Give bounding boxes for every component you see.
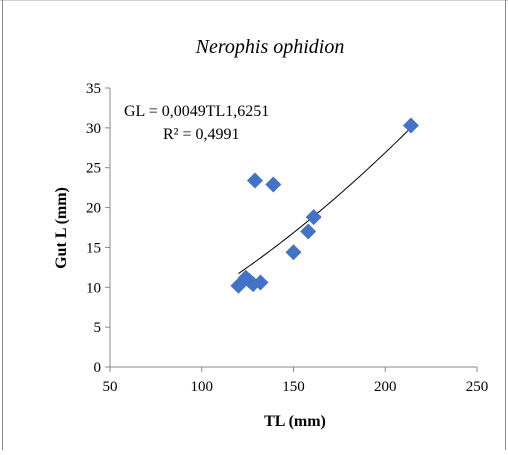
x-tick-label: 50 <box>103 379 118 395</box>
data-point <box>246 172 263 189</box>
y-tick-label: 35 <box>86 81 101 97</box>
data-point <box>402 117 419 134</box>
data-points-group <box>230 117 419 294</box>
x-tick-label: 250 <box>466 379 489 395</box>
y-tick-label: 15 <box>86 240 101 256</box>
x-tick-label: 150 <box>282 379 305 395</box>
x-axis-title: TL (mm) <box>264 413 326 430</box>
y-tick-label: 5 <box>94 320 102 336</box>
trendline <box>238 127 412 274</box>
chart-title: Nerophis ophidion <box>195 36 345 58</box>
data-point <box>252 274 269 291</box>
y-tick-label: 20 <box>86 201 101 217</box>
tick-labels-group: 0 5 10 15 20 25 30 35 50 100 150 200 250 <box>86 81 488 395</box>
x-tick-label: 100 <box>191 379 214 395</box>
axes-group <box>105 87 478 372</box>
data-point <box>265 176 282 193</box>
x-tick-label: 200 <box>374 379 397 395</box>
trend-equation: GL = 0,0049TL1,6251 <box>124 103 269 120</box>
y-tick-label: 30 <box>86 121 101 137</box>
y-tick-label: 25 <box>86 161 101 177</box>
trend-r-squared: R² = 0,4991 <box>163 126 240 143</box>
data-point <box>300 223 317 240</box>
y-tick-label: 10 <box>86 280 101 296</box>
y-tick-label: 0 <box>94 360 102 376</box>
y-axis-title: Gut L (mm) <box>53 187 70 269</box>
data-point <box>305 209 322 226</box>
data-point <box>285 244 302 261</box>
